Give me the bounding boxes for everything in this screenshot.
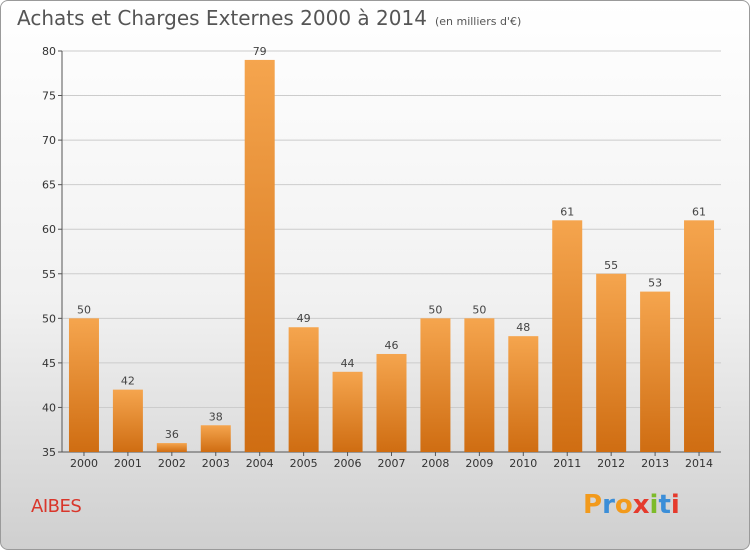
title-row: Achats et Charges Externes 2000 à 2014 (e…	[17, 6, 521, 30]
x-tick-label: 2003	[202, 457, 230, 470]
x-tick-label: 2001	[114, 457, 142, 470]
bar	[332, 371, 363, 452]
data-label: 38	[209, 410, 223, 423]
data-label: 36	[165, 428, 179, 441]
chart-title: Achats et Charges Externes 2000 à 2014	[17, 6, 427, 30]
data-label: 79	[253, 45, 267, 58]
logo-letter: i	[670, 490, 680, 520]
x-tick-label: 2000	[70, 457, 98, 470]
logo-letter: o	[614, 490, 633, 520]
x-tick-label: 2013	[641, 457, 669, 470]
bar	[464, 318, 495, 452]
data-label: 44	[341, 357, 355, 370]
logo-letter: i	[649, 490, 659, 520]
data-label: 48	[516, 321, 530, 334]
chart-subtitle: (en milliers d'€)	[434, 15, 522, 28]
x-tick-label: 2005	[290, 457, 318, 470]
y-tick-label: 45	[42, 357, 56, 370]
labels: 35 40 45 50 55 60 65 70 75 80 50 2000 42 2001 36 2002 38…	[42, 45, 713, 470]
bar	[596, 273, 627, 452]
logo-letter: t	[658, 490, 671, 520]
x-tick-label: 2009	[465, 457, 493, 470]
bar	[552, 220, 583, 452]
logo-letter: x	[632, 490, 650, 520]
bars	[68, 59, 715, 453]
data-label: 50	[77, 303, 91, 316]
y-tick-label: 35	[42, 446, 56, 459]
y-tick-label: 80	[42, 45, 56, 58]
x-tick-label: 2002	[158, 457, 186, 470]
bar	[376, 353, 407, 452]
y-tick-label: 65	[42, 179, 56, 192]
data-label: 61	[692, 205, 706, 218]
logo-letter: r	[602, 490, 615, 520]
bar	[508, 336, 539, 452]
bar	[200, 425, 231, 452]
x-tick-label: 2011	[553, 457, 581, 470]
y-tick-label: 70	[42, 134, 56, 147]
y-tick-label: 75	[42, 90, 56, 103]
x-tick-label: 2004	[246, 457, 274, 470]
y-tick-label: 50	[42, 312, 56, 325]
logo-letter: P	[583, 490, 603, 520]
bar	[640, 291, 671, 452]
bar	[684, 220, 715, 452]
x-tick-label: 2008	[421, 457, 449, 470]
x-tick-label: 2014	[685, 457, 713, 470]
x-tick-label: 2012	[597, 457, 625, 470]
data-label: 50	[428, 303, 442, 316]
proxiti-logo[interactable]: Proxiti	[583, 490, 680, 520]
y-tick-label: 60	[42, 223, 56, 236]
data-label: 53	[648, 277, 662, 290]
data-label: 55	[604, 259, 618, 272]
bar	[420, 318, 451, 452]
y-tick-label: 55	[42, 268, 56, 281]
x-tick-label: 2006	[334, 457, 362, 470]
x-tick-label: 2007	[378, 457, 406, 470]
bar	[288, 327, 319, 452]
data-label: 50	[472, 303, 486, 316]
data-label: 61	[560, 205, 574, 218]
data-label: 49	[297, 312, 311, 325]
bar	[244, 59, 275, 453]
data-label: 42	[121, 375, 135, 388]
x-tick-label: 2010	[509, 457, 537, 470]
bar	[68, 318, 99, 452]
commune-name: AIBES	[31, 496, 82, 517]
bar	[112, 389, 143, 452]
bar	[156, 443, 187, 452]
y-tick-label: 40	[42, 401, 56, 414]
data-label: 46	[385, 339, 399, 352]
